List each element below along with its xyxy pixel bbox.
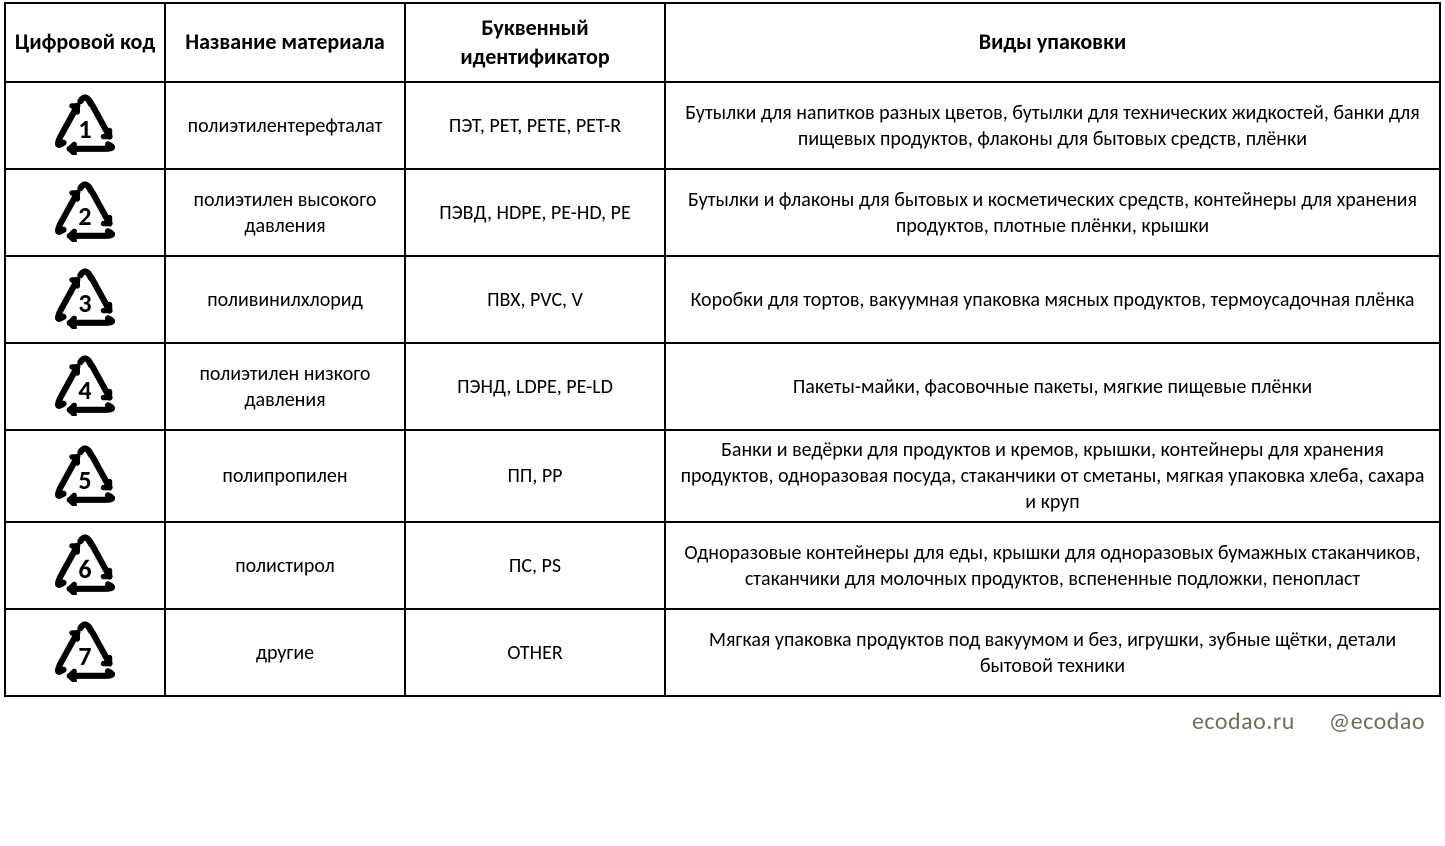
cell-identifier: ПЭТ, PET, PETE, PET-R (405, 82, 665, 169)
recycle-code-number: 4 (46, 374, 124, 408)
cell-usage: Пакеты-майки, фасовочные пакеты, мягкие … (665, 343, 1440, 430)
recycle-code-number: 7 (46, 640, 124, 674)
cell-code: 5 (5, 430, 165, 522)
cell-code: 7 (5, 609, 165, 696)
table-row: 3 поливинилхлоридПВХ, PVC, VКоробки для т… (5, 256, 1440, 343)
table-header-row: Цифровой код Название материала Буквенны… (5, 3, 1440, 82)
cell-identifier: ПЭНД, LDPE, PE-LD (405, 343, 665, 430)
cell-material-name: полиэтилентерефталат (165, 82, 405, 169)
table-row: 5 полипропиленПП, PPБанки и ведёрки для п… (5, 430, 1440, 522)
cell-material-name: поливинилхлорид (165, 256, 405, 343)
recycle-icon: 6 (46, 529, 124, 595)
cell-usage: Бутылки и флаконы для бытовых и косметич… (665, 169, 1440, 256)
table-row: 6 полистиролПС, PSОдноразовые контейнеры … (5, 522, 1440, 609)
col-header-code: Цифровой код (5, 3, 165, 82)
cell-identifier: ПЭВД, HDPE, PE-HD, PE (405, 169, 665, 256)
table-row: 1 полиэтилентерефталатПЭТ, PET, PETE, PET… (5, 82, 1440, 169)
footer-handle: @ecodao (1329, 707, 1425, 736)
cell-code: 2 (5, 169, 165, 256)
cell-usage: Бутылки для напитков разных цветов, буты… (665, 82, 1440, 169)
col-header-name: Название материала (165, 3, 405, 82)
col-header-ident: Буквенный идентификатор (405, 3, 665, 82)
footer: ecodao.ru @ecodao (0, 697, 1445, 736)
recycle-icon: 5 (46, 440, 124, 506)
cell-identifier: ПВХ, PVC, V (405, 256, 665, 343)
cell-material-name: полипропилен (165, 430, 405, 522)
recycle-code-number: 6 (46, 553, 124, 587)
recycle-code-number: 5 (46, 464, 124, 498)
cell-identifier: ПС, PS (405, 522, 665, 609)
cell-identifier: ПП, PP (405, 430, 665, 522)
cell-usage: Мягкая упаковка продуктов под вакуумом и… (665, 609, 1440, 696)
col-header-usage: Виды упаковки (665, 3, 1440, 82)
table-row: 7 другиеOTHERМягкая упаковка продуктов по… (5, 609, 1440, 696)
footer-site: ecodao.ru (1192, 707, 1295, 736)
cell-material-name: другие (165, 609, 405, 696)
cell-material-name: полиэтилен низкого давления (165, 343, 405, 430)
table-row: 2 полиэтилен высокого давленияПЭВД, HDPE,… (5, 169, 1440, 256)
recycle-icon: 7 (46, 616, 124, 682)
cell-code: 4 (5, 343, 165, 430)
cell-usage: Банки и ведёрки для продуктов и кремов, … (665, 430, 1440, 522)
recycling-codes-table: Цифровой код Название материала Буквенны… (4, 2, 1441, 697)
cell-material-name: полиэтилен высокого давления (165, 169, 405, 256)
recycle-icon: 4 (46, 350, 124, 416)
recycle-code-number: 1 (46, 113, 124, 147)
cell-code: 3 (5, 256, 165, 343)
cell-material-name: полистирол (165, 522, 405, 609)
recycle-icon: 1 (46, 89, 124, 155)
recycle-icon: 2 (46, 176, 124, 242)
cell-usage: Коробки для тортов, вакуумная упаковка м… (665, 256, 1440, 343)
cell-usage: Одноразовые контейнеры для еды, крышки д… (665, 522, 1440, 609)
recycle-code-number: 2 (46, 200, 124, 234)
cell-code: 6 (5, 522, 165, 609)
cell-identifier: OTHER (405, 609, 665, 696)
table-row: 4 полиэтилен низкого давленияПЭНД, LDPE, … (5, 343, 1440, 430)
recycle-icon: 3 (46, 263, 124, 329)
cell-code: 1 (5, 82, 165, 169)
recycle-code-number: 3 (46, 287, 124, 321)
